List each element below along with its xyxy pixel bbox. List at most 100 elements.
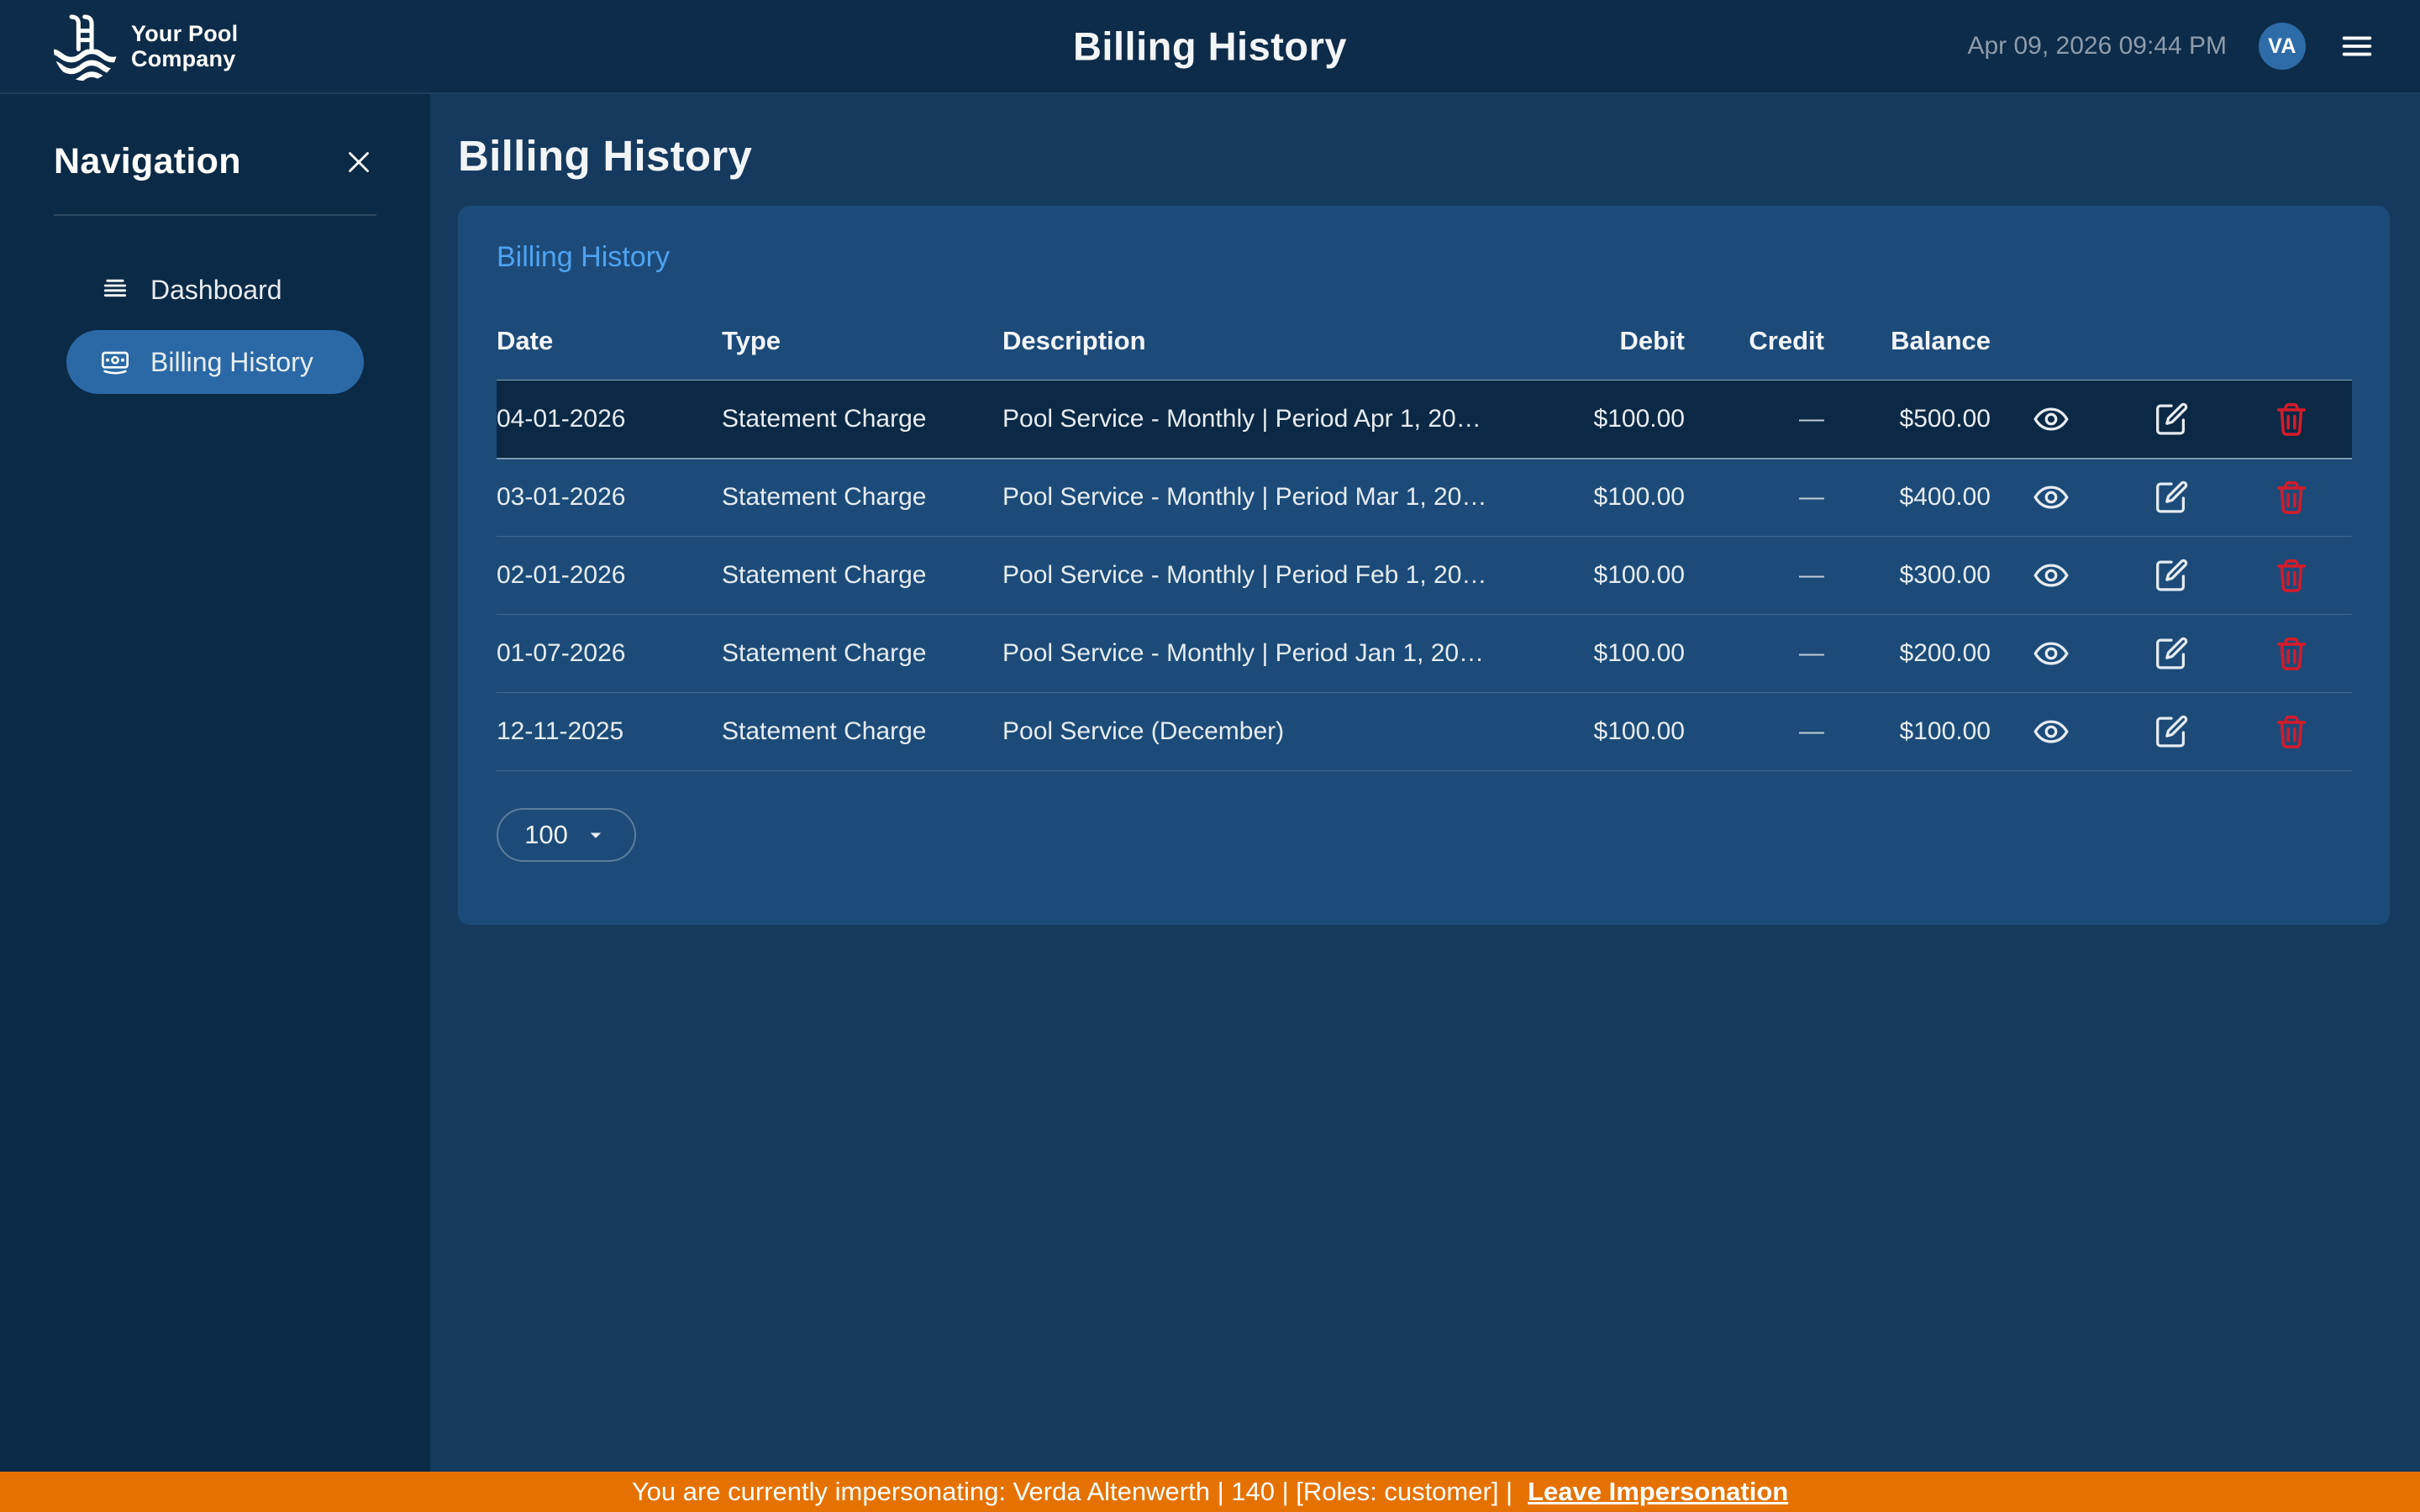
view-button[interactable] bbox=[2032, 634, 2070, 673]
cell-credit: — bbox=[1799, 561, 1824, 589]
hamburger-icon bbox=[2338, 27, 2376, 66]
eye-icon bbox=[2032, 400, 2070, 438]
edit-icon bbox=[2152, 712, 2191, 751]
cell-actions bbox=[2231, 381, 2352, 459]
column-header-balance: Balance bbox=[1891, 326, 1991, 355]
cell-balance: $100.00 bbox=[1899, 717, 1991, 745]
cell-date: 12-11-2025 bbox=[497, 717, 624, 745]
cell-type: Statement Charge bbox=[722, 483, 927, 511]
delete-button[interactable] bbox=[2272, 556, 2311, 595]
delete-button[interactable] bbox=[2272, 712, 2311, 751]
delete-button[interactable] bbox=[2272, 478, 2311, 517]
column-header-actions bbox=[1991, 312, 2111, 381]
cell-debit: $100.00 bbox=[1593, 405, 1685, 433]
cell-actions bbox=[1991, 381, 2111, 459]
table-header-row: Date Type Description Debit Credit Balan… bbox=[497, 312, 2352, 381]
top-bar: Your Pool Company Billing History Apr 09… bbox=[0, 0, 2420, 94]
trash-icon bbox=[2272, 478, 2311, 517]
page-size-select[interactable]: 100 bbox=[497, 808, 636, 862]
cell-actions bbox=[2111, 459, 2231, 537]
edit-button[interactable] bbox=[2152, 478, 2191, 517]
cell-type: Statement Charge bbox=[722, 561, 927, 589]
cell-debit: $100.00 bbox=[1593, 717, 1685, 745]
cell-actions bbox=[1991, 537, 2111, 615]
billing-history-card: Billing History Date Type Description De… bbox=[458, 206, 2390, 925]
cell-debit: $100.00 bbox=[1593, 561, 1685, 589]
column-header-description: Description bbox=[1002, 326, 1146, 355]
menu-button[interactable] bbox=[2338, 27, 2376, 66]
table-row[interactable]: 12-11-2025 Statement Charge Pool Service (… bbox=[497, 692, 2352, 771]
edit-icon bbox=[2152, 478, 2191, 517]
view-button[interactable] bbox=[2032, 556, 2070, 595]
table-row[interactable]: 02-01-2026 Statement Charge Pool Service -… bbox=[497, 536, 2352, 615]
eye-icon bbox=[2032, 712, 2070, 751]
cell-balance: $300.00 bbox=[1899, 561, 1991, 589]
cell-actions bbox=[2231, 537, 2352, 615]
cell-actions bbox=[2111, 693, 2231, 771]
billing-history-table: Date Type Description Debit Credit Balan… bbox=[497, 312, 2352, 771]
sidebar-item-label: Dashboard bbox=[150, 274, 282, 305]
table-row[interactable]: 04-01-2026 Statement Charge Pool Service -… bbox=[497, 380, 2352, 459]
edit-button[interactable] bbox=[2152, 634, 2191, 673]
delete-button[interactable] bbox=[2272, 400, 2311, 438]
close-icon bbox=[341, 144, 376, 180]
sidebar-close-button[interactable] bbox=[341, 144, 376, 180]
table-row[interactable]: 03-01-2026 Statement Charge Pool Service -… bbox=[497, 458, 2352, 537]
caret-down-icon bbox=[583, 822, 608, 848]
table-row[interactable]: 01-07-2026 Statement Charge Pool Service -… bbox=[497, 614, 2352, 693]
trash-icon bbox=[2272, 400, 2311, 438]
view-button[interactable] bbox=[2032, 400, 2070, 438]
cell-credit: — bbox=[1799, 405, 1824, 433]
trash-icon bbox=[2272, 634, 2311, 673]
leave-impersonation-link[interactable]: Leave Impersonation bbox=[1528, 1477, 1789, 1506]
cell-actions bbox=[2231, 459, 2352, 537]
sidebar-nav-list: Dashboard Billing History bbox=[66, 258, 376, 394]
cell-balance: $500.00 bbox=[1899, 405, 1991, 433]
cell-debit: $100.00 bbox=[1593, 639, 1685, 667]
cell-date: 01-07-2026 bbox=[497, 639, 626, 667]
eye-icon bbox=[2032, 634, 2070, 673]
cell-credit: — bbox=[1799, 483, 1824, 511]
cell-balance: $200.00 bbox=[1899, 639, 1991, 667]
cell-actions bbox=[2231, 693, 2352, 771]
cell-actions bbox=[2231, 615, 2352, 693]
edit-button[interactable] bbox=[2152, 556, 2191, 595]
user-avatar[interactable]: VA bbox=[2259, 23, 2306, 70]
eye-icon bbox=[2032, 478, 2070, 517]
current-datetime: Apr 09, 2026 09:44 PM bbox=[1967, 32, 2227, 60]
cell-actions bbox=[2111, 615, 2231, 693]
dashboard-rows-icon bbox=[98, 273, 132, 307]
cell-actions bbox=[2111, 381, 2231, 459]
edit-icon bbox=[2152, 634, 2191, 673]
cell-balance: $400.00 bbox=[1899, 483, 1991, 511]
column-header-actions bbox=[2111, 312, 2231, 381]
sidebar-title: Navigation bbox=[54, 141, 241, 181]
cell-description: Pool Service (December) bbox=[1002, 717, 1285, 745]
cell-description: Pool Service - Monthly | Period Jan 1, 2… bbox=[1002, 639, 1485, 667]
billing-table-body: 04-01-2026 Statement Charge Pool Service -… bbox=[497, 380, 2352, 771]
delete-button[interactable] bbox=[2272, 634, 2311, 673]
cell-description: Pool Service - Monthly | Period Apr 1, 2… bbox=[1002, 405, 1481, 433]
cell-debit: $100.00 bbox=[1593, 483, 1685, 511]
view-button[interactable] bbox=[2032, 478, 2070, 517]
edit-button[interactable] bbox=[2152, 400, 2191, 438]
column-header-actions bbox=[2231, 312, 2352, 381]
sidebar-item-billing-history[interactable]: Billing History bbox=[66, 330, 364, 394]
column-header-date: Date bbox=[497, 326, 554, 355]
eye-icon bbox=[2032, 556, 2070, 595]
view-button[interactable] bbox=[2032, 712, 2070, 751]
page-title: Billing History bbox=[458, 132, 753, 180]
topbar-right-group: Apr 09, 2026 09:44 PM VA bbox=[1967, 23, 2376, 70]
cell-date: 02-01-2026 bbox=[497, 561, 626, 589]
sidebar-item-dashboard[interactable]: Dashboard bbox=[66, 258, 364, 322]
edit-button[interactable] bbox=[2152, 712, 2191, 751]
sidebar-item-label: Billing History bbox=[150, 346, 313, 377]
cell-date: 04-01-2026 bbox=[497, 405, 626, 433]
company-logo[interactable]: Your Pool Company bbox=[44, 8, 238, 85]
cell-description: Pool Service - Monthly | Period Mar 1, 2… bbox=[1002, 483, 1487, 511]
page-size-value: 100 bbox=[524, 820, 568, 849]
trash-icon bbox=[2272, 556, 2311, 595]
navigation-sidebar: Navigation Dashboard Billing History bbox=[0, 94, 430, 1472]
trash-icon bbox=[2272, 712, 2311, 751]
impersonation-text: You are currently impersonating: Verda A… bbox=[631, 1477, 1513, 1506]
